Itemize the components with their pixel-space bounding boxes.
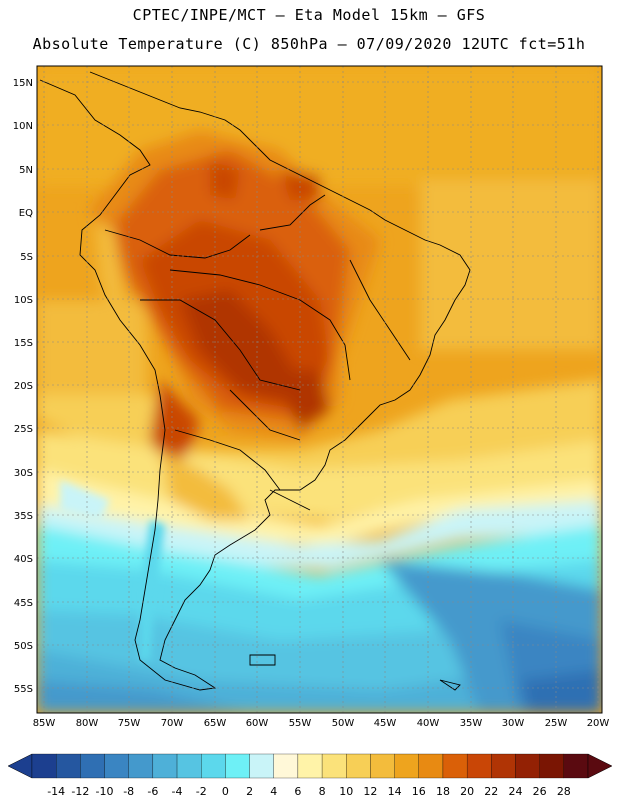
colorbar-swatch — [442, 753, 468, 779]
colorbar-swatch — [152, 753, 178, 779]
lon-label: 50W — [332, 718, 355, 729]
colorbar-label: 0 — [222, 785, 229, 798]
colorbar-swatch — [563, 753, 589, 779]
colorbar-swatch — [491, 753, 516, 779]
colorbar-label: 20 — [460, 785, 474, 798]
lat-label: 10N — [13, 121, 33, 132]
map-frame — [36, 65, 603, 714]
lat-label: 5N — [19, 165, 33, 176]
colorbar-arrow-high — [587, 753, 613, 779]
colorbar-arrow-low — [7, 753, 33, 779]
map-title-line1: CPTEC/INPE/MCT – Eta Model 15km – GFS — [132, 6, 486, 24]
lat-axis: 15N 10N 5N EQ 5S 10S 15S 20S 25S 30S 35S… — [13, 78, 33, 695]
colorbar-swatch — [346, 753, 371, 779]
colorbar-swatch — [273, 753, 299, 779]
lat-lon-grid — [37, 66, 602, 713]
colorbar-label: 10 — [339, 785, 353, 798]
map-title-line2: Absolute Temperature (C) 850hPa – 07/09/… — [32, 35, 586, 53]
colorbar-swatch — [80, 753, 105, 779]
colorbar-swatch — [394, 753, 419, 779]
lat-label: EQ — [19, 208, 33, 219]
colorbar-swatch — [249, 753, 274, 779]
lon-label: 30W — [502, 718, 525, 729]
colorbar: -14 -12 -10 -8 -6 -4 -2 0 2 4 6 8 10 12 14 16 18 20 22 24 26… — [7, 753, 613, 798]
colorbar-label: -2 — [196, 785, 207, 798]
colorbar-label: 12 — [363, 785, 377, 798]
lat-label: 20S — [14, 381, 33, 392]
lon-label: 60W — [246, 718, 269, 729]
colorbar-label: 22 — [484, 785, 498, 798]
colorbar-swatch — [297, 753, 323, 779]
lon-label: 70W — [161, 718, 184, 729]
colorbar-swatch — [31, 753, 57, 779]
colorbar-label: 26 — [533, 785, 547, 798]
colorbar-swatch — [539, 753, 564, 779]
lon-label: 40W — [417, 718, 440, 729]
colorbar-swatch — [225, 753, 250, 779]
lon-label: 80W — [76, 718, 99, 729]
lat-label: 55S — [14, 684, 33, 695]
lat-label: 50S — [14, 641, 33, 652]
lat-label: 25S — [14, 424, 33, 435]
colorbar-label: 6 — [294, 785, 301, 798]
lon-axis: 85W 80W 75W 70W 65W 60W 55W 50W 45W 40W … — [33, 718, 610, 729]
temperature-field — [37, 66, 602, 713]
lon-label: 35W — [460, 718, 483, 729]
lon-label: 45W — [374, 718, 397, 729]
colorbar-swatch — [515, 753, 540, 779]
colorbar-label: 14 — [388, 785, 402, 798]
colorbar-label: 16 — [412, 785, 426, 798]
coastline-borders — [39, 71, 471, 691]
lat-label: 10S — [14, 295, 33, 306]
colorbar-label: -14 — [47, 785, 65, 798]
colorbar-swatch — [176, 753, 202, 779]
colorbar-label: 28 — [557, 785, 571, 798]
lon-label: 25W — [545, 718, 568, 729]
colorbar-swatch — [201, 753, 226, 779]
colorbar-swatch — [104, 753, 129, 779]
colorbar-label: -8 — [123, 785, 134, 798]
lon-label: 55W — [289, 718, 312, 729]
colorbar-swatch — [128, 753, 154, 779]
lat-label: 30S — [14, 468, 33, 479]
colorbar-swatch — [466, 753, 492, 779]
colorbar-swatch — [321, 753, 347, 779]
lat-label: 15S — [14, 338, 33, 349]
colorbar-label: -4 — [172, 785, 183, 798]
colorbar-label: -12 — [71, 785, 89, 798]
lon-label: 20W — [587, 718, 610, 729]
colorbar-swatch — [418, 753, 444, 779]
lat-label: 40S — [14, 554, 33, 565]
lat-label: 45S — [14, 598, 33, 609]
colorbar-swatch — [370, 753, 395, 779]
colorbar-label: -6 — [147, 785, 158, 798]
lat-label: 15N — [13, 78, 33, 89]
colorbar-label: 4 — [270, 785, 277, 798]
colorbar-label: -10 — [96, 785, 114, 798]
lon-label: 85W — [33, 718, 56, 729]
colorbar-swatch — [56, 753, 81, 779]
colorbar-label: 8 — [319, 785, 326, 798]
lat-label: 35S — [14, 511, 33, 522]
colorbar-label: 18 — [436, 785, 450, 798]
lon-label: 65W — [204, 718, 227, 729]
lat-label: 5S — [20, 252, 33, 263]
lon-label: 75W — [118, 718, 141, 729]
colorbar-label: 24 — [508, 785, 522, 798]
colorbar-label: 2 — [246, 785, 253, 798]
